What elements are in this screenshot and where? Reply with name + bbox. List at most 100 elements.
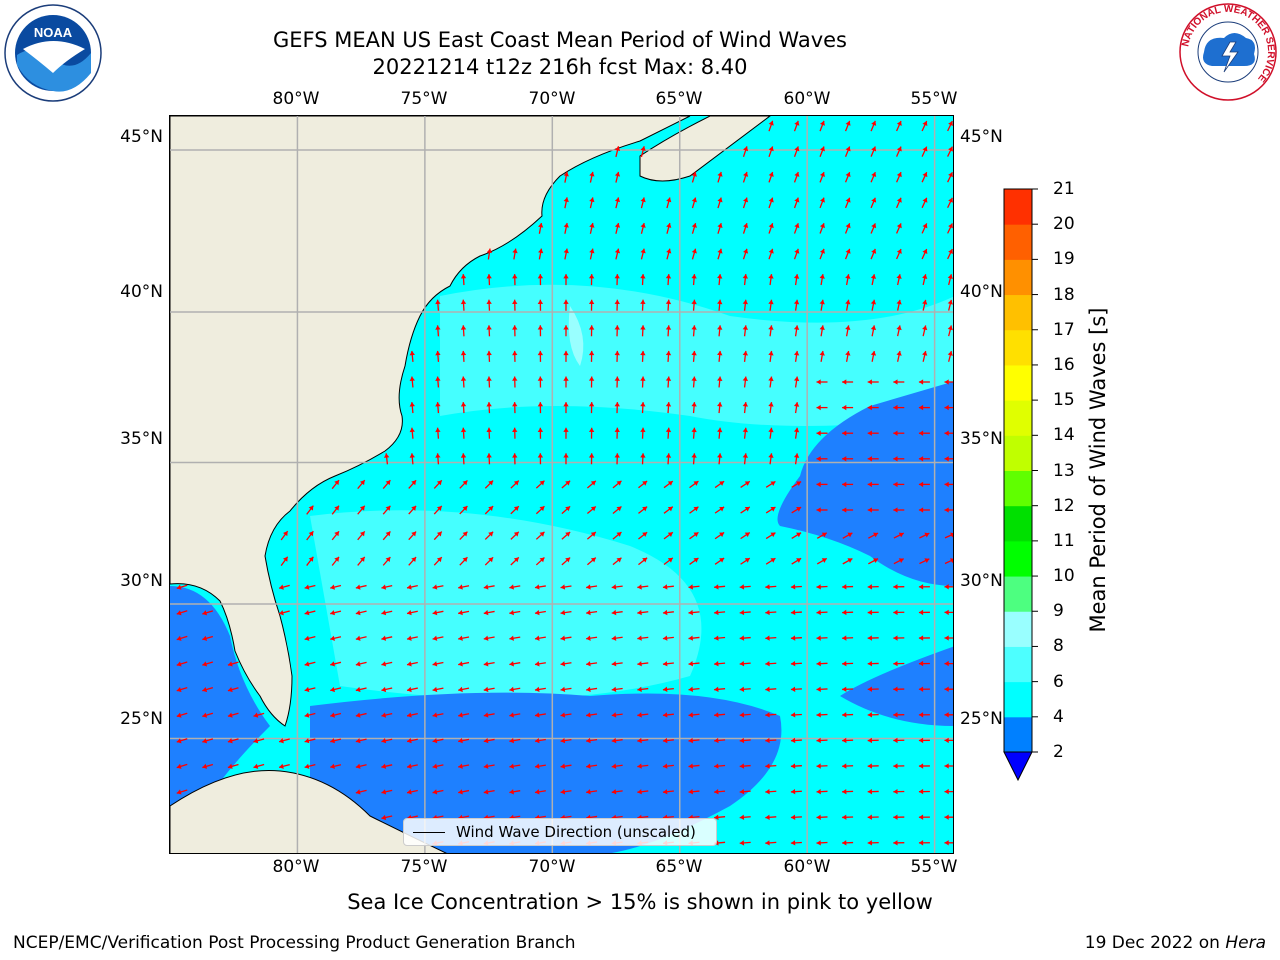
wave-direction-arrow: [819, 171, 825, 183]
wave-direction-arrow: [691, 325, 697, 337]
wave-direction-arrow: [790, 814, 802, 820]
wave-direction-arrow: [304, 661, 316, 667]
wave-direction-arrow: [663, 506, 674, 514]
wave-direction-arrow: [588, 376, 595, 388]
wave-direction-arrow: [357, 556, 366, 566]
wave-direction-arrow: [793, 223, 800, 234]
wave-direction-arrow: [742, 299, 749, 311]
wave-direction-arrow: [432, 686, 444, 693]
wave-direction-arrow: [714, 584, 726, 590]
footer-credit: NCEP/EMC/Verification Post Processing Pr…: [13, 933, 576, 953]
wave-direction-arrow: [534, 712, 546, 718]
wave-direction-arrow: [435, 453, 441, 465]
wave-direction-arrow: [689, 557, 699, 565]
wave-direction-arrow: [304, 763, 316, 769]
wave-direction-arrow: [688, 584, 700, 590]
wave-direction-arrow: [739, 635, 751, 641]
wave-direction-arrow: [381, 763, 393, 769]
land-us-east-coast: [170, 116, 691, 727]
wave-direction-arrow: [458, 635, 470, 641]
wave-direction-arrow: [921, 248, 928, 260]
wave-direction-arrow: [714, 557, 725, 565]
wave-direction-arrow: [563, 402, 569, 414]
wave-direction-arrow: [535, 531, 545, 540]
wave-direction-arrow: [944, 584, 953, 590]
wave-direction-arrow: [816, 379, 828, 385]
legend-line-swatch: [413, 831, 445, 833]
colorbar-segment: [1004, 576, 1032, 612]
wave-direction-arrow: [586, 789, 598, 795]
wave-direction-arrow: [512, 376, 518, 388]
wave-direction-arrow: [432, 738, 444, 744]
wave-direction-arrow: [691, 350, 697, 362]
wave-direction-arrow: [484, 531, 494, 540]
wave-direction-arrow: [844, 223, 851, 234]
wave-direction-arrow: [435, 350, 441, 362]
wave-direction-arrow: [537, 376, 544, 388]
wave-direction-arrow: [816, 609, 828, 616]
wave-direction-arrow: [304, 635, 316, 641]
wave-direction-arrow: [896, 274, 902, 286]
wave-direction-arrow: [357, 530, 366, 541]
wave-direction-arrow: [510, 480, 520, 489]
wave-direction-arrow: [640, 376, 646, 388]
wave-direction-arrow: [717, 299, 723, 311]
wave-direction-arrow: [409, 376, 415, 388]
wave-direction-arrow: [509, 635, 521, 641]
wave-direction-arrow: [739, 737, 751, 744]
lon-tick-top-75w: 75°W: [400, 89, 448, 109]
wave-direction-arrow: [561, 531, 571, 540]
wave-direction-arrow: [638, 531, 648, 540]
wave-direction-arrow: [588, 325, 595, 337]
wave-direction-arrow: [588, 274, 595, 286]
wave-direction-arrow: [893, 788, 905, 795]
wave-direction-arrow: [253, 763, 265, 769]
wave-direction-arrow: [330, 738, 342, 744]
wave-direction-arrow: [867, 737, 879, 744]
lat-tick-left-40n: 40°N: [120, 282, 163, 302]
wave-direction-arrow: [819, 120, 825, 132]
wave-direction-arrow: [458, 686, 470, 693]
colorbar-tick-label: 2: [1053, 742, 1064, 762]
wave-direction-arrow: [765, 532, 776, 540]
wave-direction-arrow: [714, 661, 726, 667]
wave-direction-arrow: [816, 456, 828, 462]
wave-direction-arrow: [611, 661, 623, 667]
wave-direction-arrow: [563, 376, 569, 388]
colorbar-scale: [1003, 188, 1038, 782]
wave-direction-arrow: [382, 479, 391, 489]
wave-direction-arrow: [355, 738, 367, 744]
wave-direction-arrow: [893, 481, 905, 488]
wave-direction-arrow: [793, 197, 800, 209]
wave-direction-arrow: [790, 763, 802, 769]
wave-direction-arrow: [611, 763, 623, 769]
wave-direction-arrow: [662, 686, 674, 693]
wave-direction-arrow: [563, 427, 569, 439]
wave-direction-arrow: [588, 350, 595, 362]
wave-direction-arrow: [714, 506, 725, 514]
wave-direction-arrow: [355, 763, 367, 769]
wave-direction-arrow: [793, 376, 800, 388]
wave-direction-arrow: [460, 299, 467, 311]
colorbar-tick-label: 8: [1053, 636, 1064, 657]
colorbar-segment: [1004, 329, 1032, 366]
lat-tick-left-35n: 35°N: [120, 429, 163, 449]
wave-direction-arrow: [895, 223, 902, 234]
wave-direction-arrow: [844, 146, 851, 157]
wave-direction-arrow: [176, 686, 188, 693]
wave-direction-arrow: [819, 248, 825, 260]
wave-direction-arrow: [663, 557, 674, 566]
lon-tick-bottom-65w: 65°W: [655, 857, 703, 877]
wave-direction-arrow: [408, 505, 417, 515]
wave-direction-arrow: [918, 584, 930, 590]
wave-direction-arrow: [819, 350, 825, 362]
wave-direction-arrow: [586, 686, 598, 693]
wave-direction-arrow: [637, 686, 649, 693]
wave-direction-arrow: [355, 661, 367, 667]
wave-direction-arrow: [688, 609, 700, 616]
wave-direction-arrow: [714, 635, 726, 641]
colorbar-tick-label: 9: [1053, 601, 1064, 622]
wave-direction-arrow: [688, 763, 700, 769]
wave-direction-arrow: [227, 763, 239, 769]
wave-direction-arrow: [947, 197, 953, 209]
